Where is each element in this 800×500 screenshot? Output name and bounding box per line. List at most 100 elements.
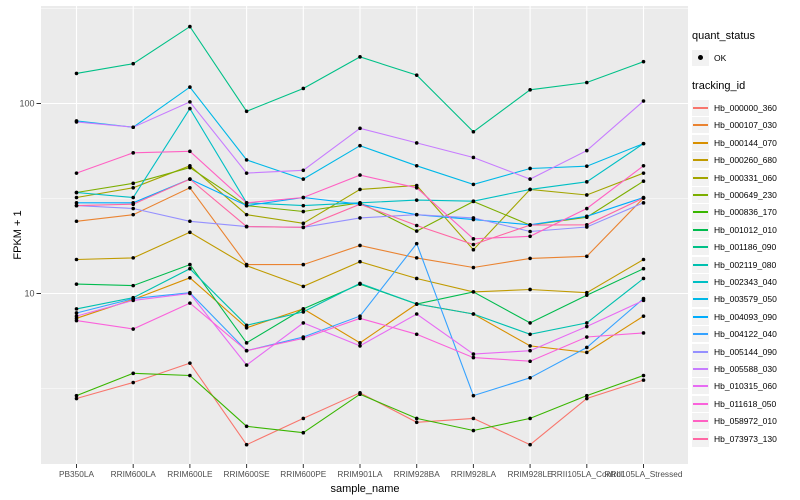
data-point — [131, 298, 135, 303]
data-point — [188, 106, 192, 111]
data-point — [585, 293, 589, 297]
data-point — [585, 335, 589, 339]
data-point — [528, 187, 532, 192]
legend-item-Hb_000144_070: Hb_000144_070 — [692, 134, 800, 151]
y-tick-label: 10 — [24, 289, 34, 299]
data-point — [641, 257, 646, 262]
line-swatch-icon — [692, 256, 709, 273]
data-point — [244, 341, 249, 345]
data-point — [131, 327, 135, 331]
data-point — [585, 80, 589, 85]
x-tick-label: RRIM928LE — [507, 469, 553, 479]
data-point — [74, 396, 79, 401]
legend-quant-status-title: quant_status — [692, 30, 755, 42]
data-point — [471, 182, 476, 187]
data-point — [641, 141, 646, 146]
line-swatch-icon — [692, 360, 709, 377]
line-swatch-icon — [692, 291, 709, 308]
legend-item-Hb_010315_060: Hb_010315_060 — [692, 378, 800, 395]
legend-item-label: Hb_073973_130 — [714, 433, 777, 444]
data-point — [641, 196, 646, 200]
data-point — [358, 173, 362, 177]
data-point — [414, 332, 419, 337]
data-point — [585, 345, 589, 350]
legend-item-Hb_002119_080: Hb_002119_080 — [692, 256, 800, 273]
data-point — [471, 129, 476, 134]
data-point — [131, 202, 135, 207]
data-point — [188, 275, 192, 280]
data-point — [244, 203, 249, 208]
legend-item-label: Hb_005588_030 — [714, 363, 777, 374]
data-point — [641, 276, 646, 281]
data-point — [528, 166, 532, 171]
data-point — [358, 143, 362, 148]
data-point — [131, 206, 135, 211]
data-point — [188, 291, 192, 296]
data-point — [74, 314, 79, 318]
legend-item-label: Hb_000000_360 — [714, 103, 777, 114]
data-point — [528, 416, 532, 421]
data-point — [301, 307, 306, 311]
data-point — [528, 229, 532, 234]
data-point — [74, 219, 79, 224]
line-swatch-icon — [692, 273, 709, 290]
line-swatch-icon — [692, 239, 709, 256]
data-point — [585, 214, 589, 219]
legend-item-label: Hb_000260_680 — [714, 155, 777, 166]
data-point — [244, 212, 249, 217]
data-point — [244, 263, 249, 268]
line-swatch-icon — [692, 204, 709, 221]
data-point — [528, 287, 532, 292]
x-tick-label: RRIM928BA — [394, 469, 441, 479]
line-swatch-icon — [692, 326, 709, 343]
data-point — [528, 332, 532, 337]
data-point — [414, 73, 419, 77]
data-point — [244, 348, 249, 353]
data-point — [358, 216, 362, 220]
data-point — [641, 171, 646, 175]
data-point — [301, 310, 306, 314]
data-point — [641, 298, 646, 303]
data-point — [188, 165, 192, 170]
x-tick-label: RRIM928LA — [451, 469, 497, 479]
data-point — [414, 256, 419, 260]
data-point — [585, 290, 589, 295]
data-point — [188, 266, 192, 271]
data-point — [585, 180, 589, 184]
data-point — [528, 348, 532, 353]
data-point — [528, 376, 532, 380]
data-point — [301, 416, 306, 421]
data-point — [641, 164, 646, 168]
data-point — [414, 312, 419, 316]
data-point — [528, 442, 532, 447]
data-point — [188, 373, 192, 378]
legend-item-label: Hb_004122_040 — [714, 329, 777, 340]
data-point — [528, 88, 532, 92]
data-point — [641, 179, 646, 183]
line-swatch-icon — [692, 395, 709, 412]
data-point — [358, 316, 362, 321]
data-point — [414, 302, 419, 306]
data-point — [471, 237, 476, 241]
data-point — [358, 392, 362, 397]
legend-item-Hb_000836_170: Hb_000836_170 — [692, 204, 800, 221]
data-point — [74, 190, 79, 195]
legend-item-label: Hb_004093_090 — [714, 311, 777, 322]
data-point — [301, 284, 306, 289]
data-point — [528, 321, 532, 325]
data-point — [74, 120, 79, 124]
legend-item-label: Hb_000107_030 — [714, 120, 777, 131]
data-point — [244, 424, 249, 429]
data-point — [131, 195, 135, 200]
data-point — [414, 186, 419, 190]
data-point — [131, 256, 135, 260]
data-point — [471, 242, 476, 247]
data-point — [301, 221, 306, 226]
legend-item-label: Hb_000331_060 — [714, 172, 777, 183]
data-point — [358, 126, 362, 131]
data-point — [301, 262, 306, 267]
data-point — [358, 55, 362, 59]
legend-item-label: Hb_058972_010 — [714, 416, 777, 427]
data-point — [528, 177, 532, 181]
